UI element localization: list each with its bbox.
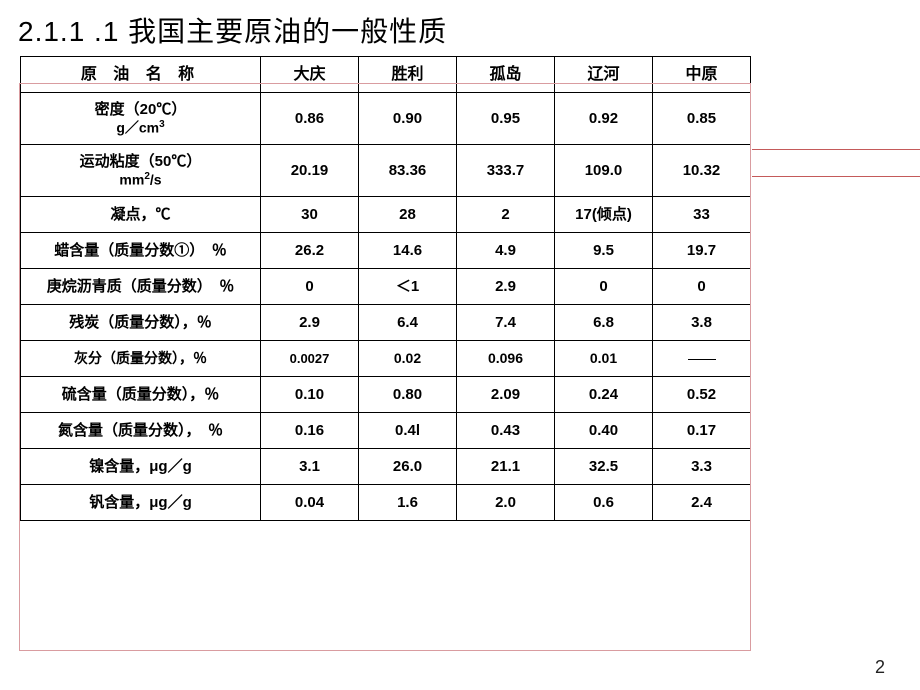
page-number: 2 <box>875 657 885 678</box>
table-row: 残炭（质量分数），％2.96.47.46.83.8 <box>21 305 751 341</box>
property-label: 密度（20℃）g／cm3 <box>21 93 261 145</box>
table-row: 庚烷沥青质（质量分数） ％0＜12.900 <box>21 269 751 305</box>
value-cell: 2 <box>457 197 555 233</box>
value-cell: 0.92 <box>555 93 653 145</box>
value-cell: 2.9 <box>457 269 555 305</box>
value-cell: 0.10 <box>261 377 359 413</box>
value-cell: 0.40 <box>555 413 653 449</box>
property-label: 灰分（质量分数），％ <box>21 341 261 377</box>
col-header-oilfield: 孤岛 <box>457 57 555 93</box>
callout-line-bottom <box>752 176 920 177</box>
value-cell: 9.5 <box>555 233 653 269</box>
property-label: 钒含量，μg／g <box>21 485 261 521</box>
value-cell: 19.7 <box>653 233 751 269</box>
value-cell: 0.80 <box>359 377 457 413</box>
table-row: 钒含量，μg／g0.041.62.00.62.4 <box>21 485 751 521</box>
table-row: 镍含量，μg／g3.126.021.132.53.3 <box>21 449 751 485</box>
value-cell: 2.4 <box>653 485 751 521</box>
table-row: 灰分（质量分数），％0.00270.020.0960.01 <box>21 341 751 377</box>
value-cell: 0 <box>653 269 751 305</box>
value-cell: 6.4 <box>359 305 457 341</box>
value-cell: 0.02 <box>359 341 457 377</box>
value-cell: 3.8 <box>653 305 751 341</box>
value-cell: 0 <box>555 269 653 305</box>
value-cell: 0.096 <box>457 341 555 377</box>
value-cell: 2.9 <box>261 305 359 341</box>
value-cell: 6.8 <box>555 305 653 341</box>
value-cell: 30 <box>261 197 359 233</box>
section-heading: 2.1.1 .1 我国主要原油的一般性质 <box>0 0 920 56</box>
value-cell: 333.7 <box>457 145 555 197</box>
value-cell: 3.3 <box>653 449 751 485</box>
value-cell: 4.9 <box>457 233 555 269</box>
col-header-oilfield: 胜利 <box>359 57 457 93</box>
value-cell: 17(倾点) <box>555 197 653 233</box>
col-header-oilfield: 中原 <box>653 57 751 93</box>
value-cell: 2.0 <box>457 485 555 521</box>
value-cell: 7.4 <box>457 305 555 341</box>
value-cell: 0.90 <box>359 93 457 145</box>
table-row: 硫含量（质量分数），％0.100.802.090.240.52 <box>21 377 751 413</box>
table-row: 蜡含量（质量分数①） ％26.214.64.99.519.7 <box>21 233 751 269</box>
col-header-oilfield: 大庆 <box>261 57 359 93</box>
property-label: 蜡含量（质量分数①） ％ <box>21 233 261 269</box>
table-container: 原 油 名 称大庆胜利孤岛辽河中原密度（20℃）g／cm30.860.900.9… <box>20 56 750 521</box>
property-label: 镍含量，μg／g <box>21 449 261 485</box>
value-cell: 2.09 <box>457 377 555 413</box>
value-cell: 26.0 <box>359 449 457 485</box>
table-row: 密度（20℃）g／cm30.860.900.950.920.85 <box>21 93 751 145</box>
value-cell: 0.6 <box>555 485 653 521</box>
value-cell: 83.36 <box>359 145 457 197</box>
value-cell: 1.6 <box>359 485 457 521</box>
value-cell: 0.43 <box>457 413 555 449</box>
value-cell: 0.0027 <box>261 341 359 377</box>
callout-line-top <box>752 149 920 150</box>
table-row: 运动粘度（50℃）mm2/s20.1983.36333.7109.010.32 <box>21 145 751 197</box>
value-cell: 3.1 <box>261 449 359 485</box>
value-cell: 10.32 <box>653 145 751 197</box>
table-row: 氮含量（质量分数）， ％0.160.4l0.430.400.17 <box>21 413 751 449</box>
property-label: 庚烷沥青质（质量分数） ％ <box>21 269 261 305</box>
value-cell: 32.5 <box>555 449 653 485</box>
col-header-property: 原 油 名 称 <box>21 57 261 93</box>
value-cell: 0.85 <box>653 93 751 145</box>
value-cell: 20.19 <box>261 145 359 197</box>
value-cell: 0 <box>261 269 359 305</box>
property-label: 凝点，℃ <box>21 197 261 233</box>
value-cell <box>653 341 751 377</box>
value-cell: ＜1 <box>359 269 457 305</box>
value-cell: 0.16 <box>261 413 359 449</box>
property-label: 氮含量（质量分数）， ％ <box>21 413 261 449</box>
col-header-oilfield: 辽河 <box>555 57 653 93</box>
property-label: 残炭（质量分数），％ <box>21 305 261 341</box>
crude-oil-table: 原 油 名 称大庆胜利孤岛辽河中原密度（20℃）g／cm30.860.900.9… <box>20 56 751 521</box>
value-cell: 33 <box>653 197 751 233</box>
value-cell: 26.2 <box>261 233 359 269</box>
value-cell: 0.95 <box>457 93 555 145</box>
value-cell: 0.52 <box>653 377 751 413</box>
value-cell: 0.24 <box>555 377 653 413</box>
value-cell: 0.86 <box>261 93 359 145</box>
value-cell: 109.0 <box>555 145 653 197</box>
table-row: 凝点，℃3028217(倾点)33 <box>21 197 751 233</box>
value-cell: 21.1 <box>457 449 555 485</box>
value-cell: 0.17 <box>653 413 751 449</box>
value-cell: 28 <box>359 197 457 233</box>
value-cell: 14.6 <box>359 233 457 269</box>
value-cell: 0.04 <box>261 485 359 521</box>
value-cell: 0.4l <box>359 413 457 449</box>
property-label: 硫含量（质量分数），％ <box>21 377 261 413</box>
value-cell: 0.01 <box>555 341 653 377</box>
property-label: 运动粘度（50℃）mm2/s <box>21 145 261 197</box>
